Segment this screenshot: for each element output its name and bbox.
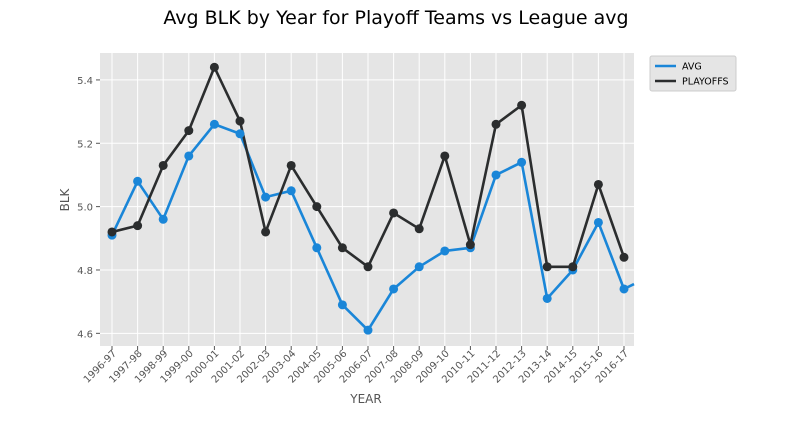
plot-area [100,53,634,346]
x-axis-label: YEAR [349,392,381,406]
playoffs-point [235,116,245,126]
playoffs-point [491,119,501,129]
playoffs-point [542,262,552,272]
series-points [107,62,629,335]
y-axis-ticks: 4.6 4.8 5.0 5.2 5.4 [77,76,100,340]
avg-point [337,300,347,310]
avg-point [158,214,168,224]
playoffs-point [209,62,219,72]
legend-label-avg: AVG [682,62,702,73]
playoffs-point [286,160,296,170]
playoffs-point [337,243,347,253]
playoffs-point [414,224,424,234]
avg-point [312,243,322,253]
chart-title: Avg BLK by Year for Playoff Teams vs Lea… [163,7,628,29]
playoffs-point [465,240,475,250]
avg-point [593,217,603,227]
y-tick-label: 4.8 [77,266,93,277]
playoffs-point [184,126,194,136]
playoffs-point [517,100,527,110]
avg-point [517,157,527,167]
y-tick-label: 5.2 [77,139,93,150]
avg-point [389,284,399,294]
avg-point [286,186,296,196]
avg-point [619,284,629,294]
playoffs-point [568,262,578,272]
avg-point [491,170,501,180]
playoffs-point [440,151,450,161]
playoffs-point [312,202,322,212]
avg-point [440,246,450,256]
y-tick-label: 5.0 [77,203,93,214]
y-tick-label: 5.4 [77,76,93,87]
x-axis-ticks: 1996-971997-981998-991999-002000-012001-… [82,346,631,386]
avg-point [542,293,552,303]
legend: AVG PLAYOFFS [649,55,737,92]
avg-line [110,122,635,332]
playoffs-point [389,208,399,218]
avg-point [414,262,424,272]
playoffs-point [261,227,271,237]
playoffs-point [593,179,603,189]
y-axis-label: BLK [58,187,72,211]
playoffs-point [158,160,168,170]
legend-label-playoffs: PLAYOFFS [682,77,729,88]
playoffs-point [363,262,373,272]
avg-point [363,325,373,335]
playoffs-point [107,227,117,237]
avg-point [261,192,271,202]
playoffs-point [619,252,629,262]
playoffs-point [133,221,143,231]
y-tick-label: 4.6 [77,329,93,340]
avg-point [184,151,194,161]
avg-point [209,119,219,129]
avg-point [235,129,245,139]
avg-point [133,176,143,186]
